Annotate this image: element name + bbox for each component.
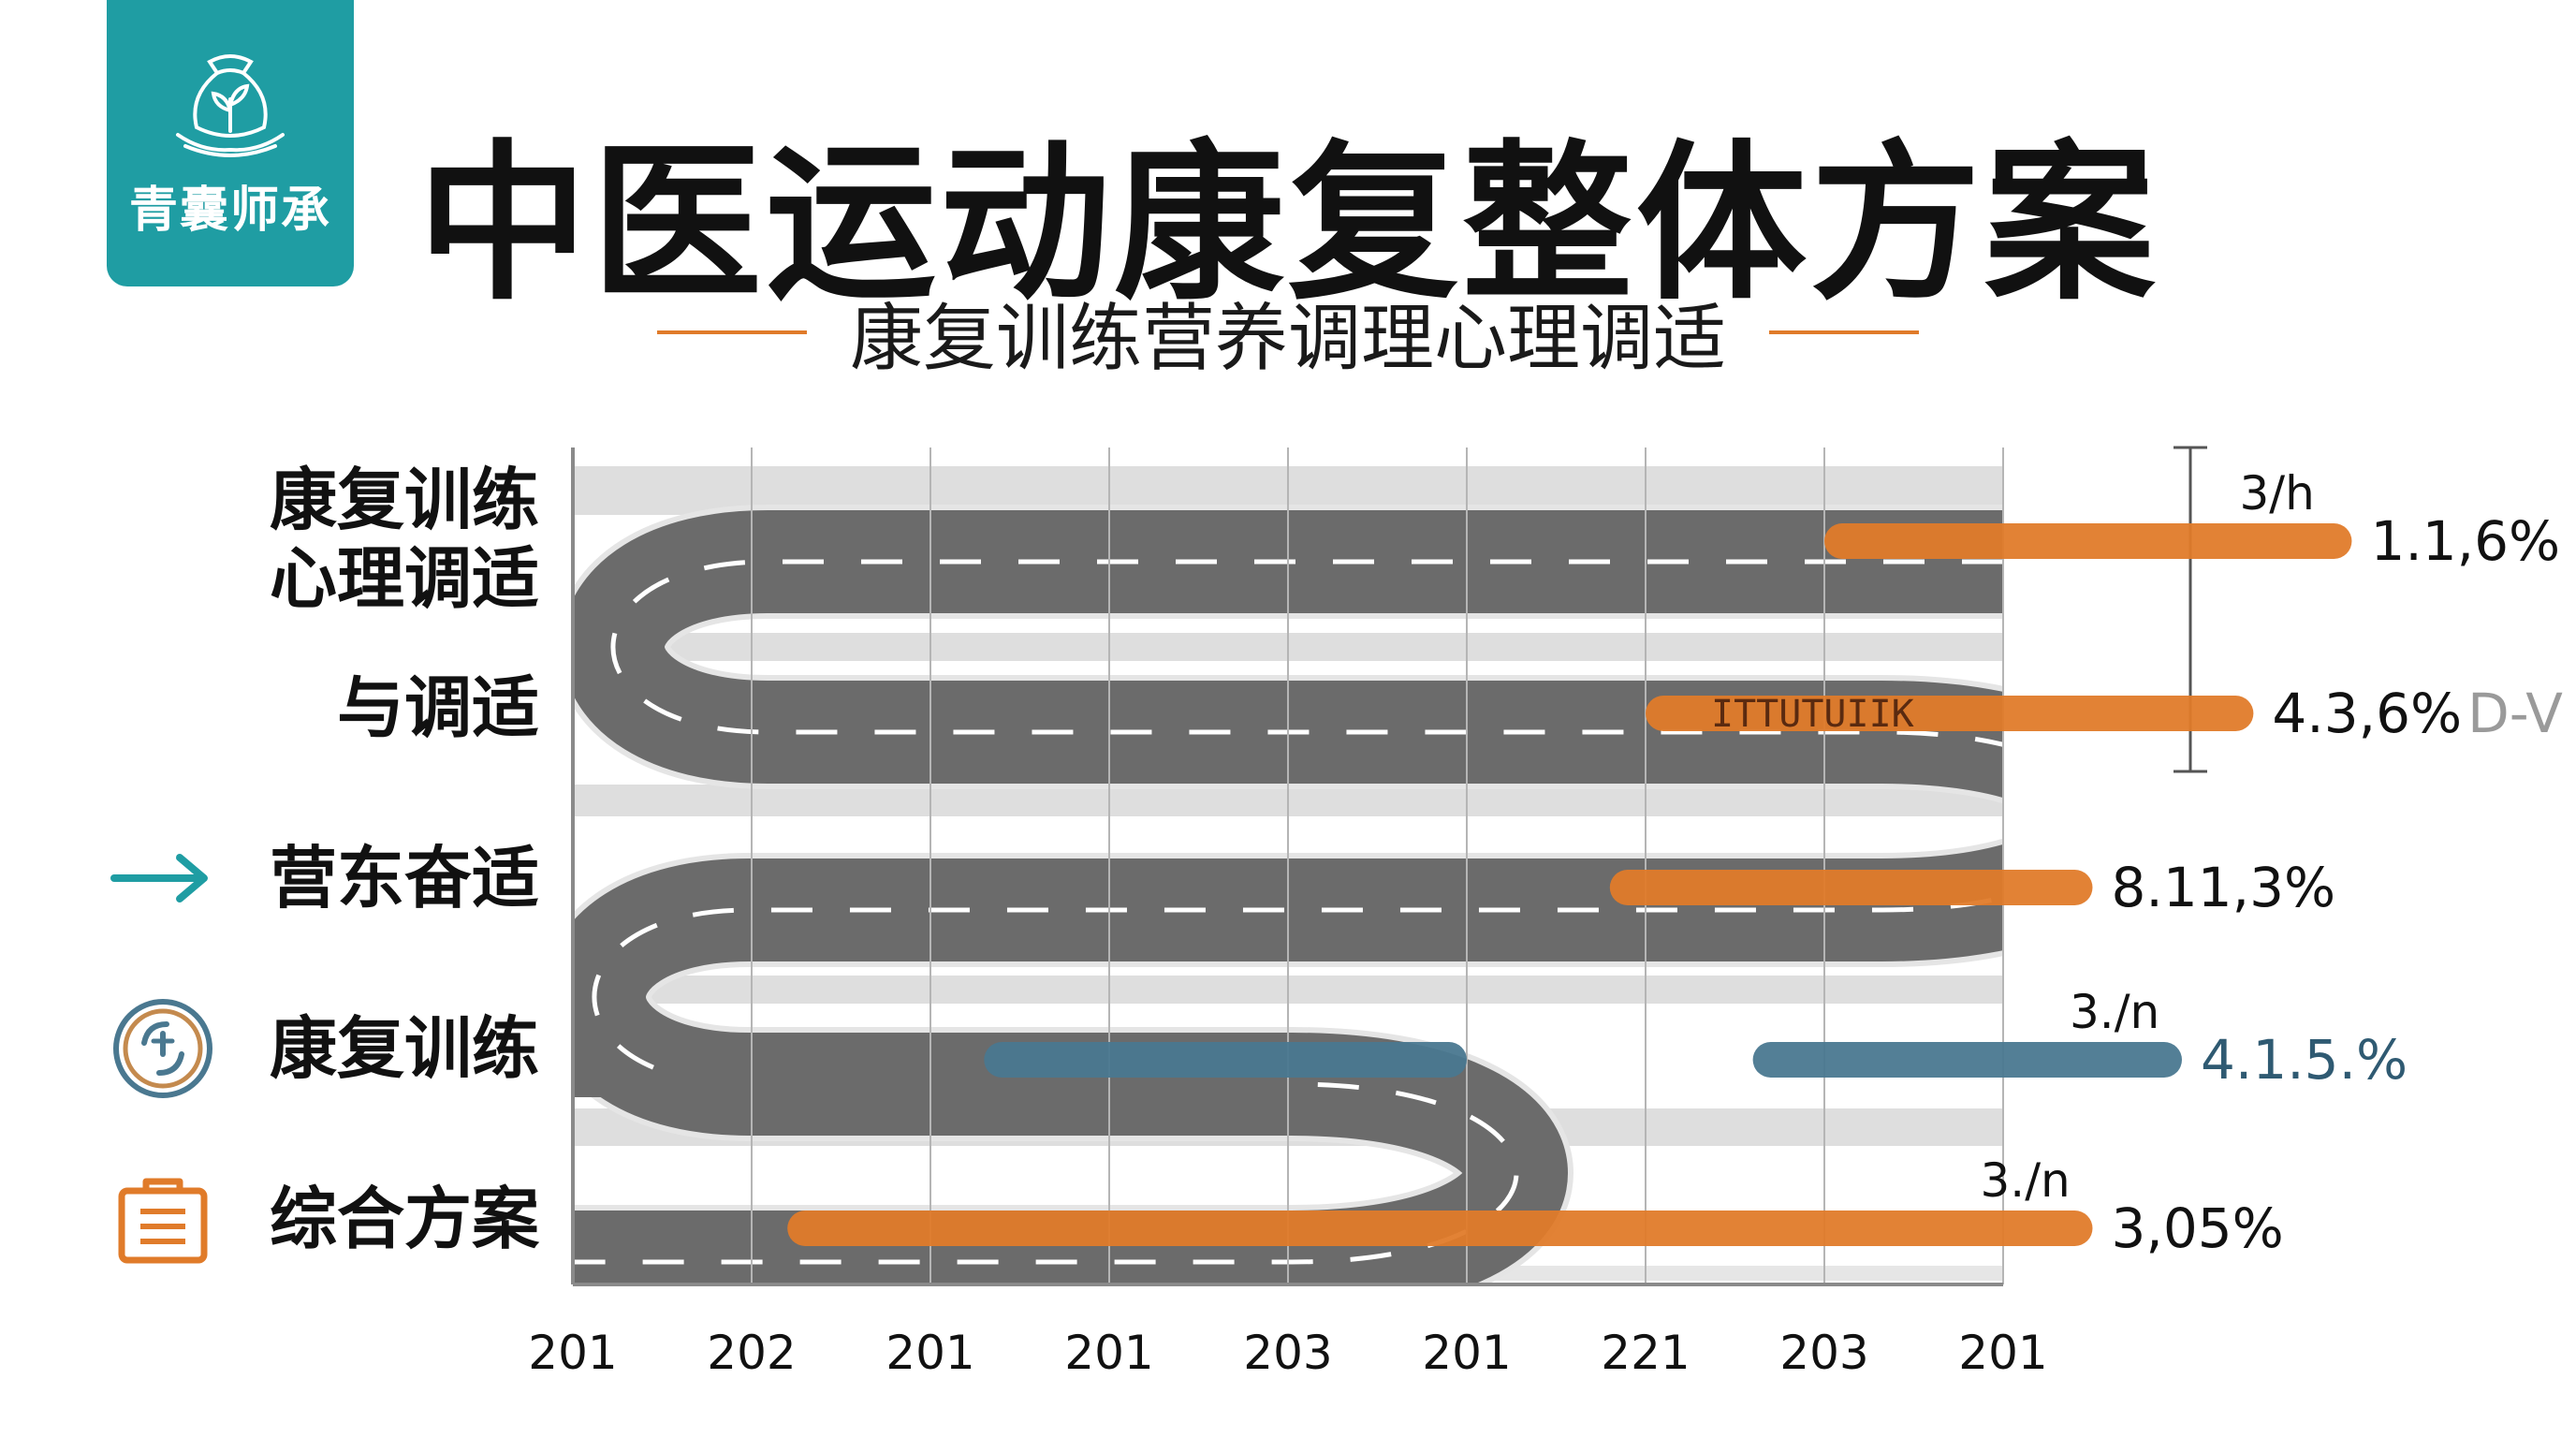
row-label-2-line-1: 营东奋适 — [269, 839, 539, 917]
bar-inner-text-1: ITTUTUIIK — [1711, 693, 1914, 736]
bar-tag-4: 3./n — [2070, 985, 2159, 1039]
bar-5 — [787, 1211, 2093, 1246]
row-label-1-line-1: 与调适 — [336, 668, 539, 747]
row-label-0: 康复训练 心理调适 — [234, 461, 539, 618]
chart-bar-labels: 1.1,6% 3/h 4.3,6% D-V ITTUTUIIK 8.11,3% 4.1.5.… — [1711, 466, 2563, 1260]
bar-value-suffix-1: D-V — [2467, 682, 2563, 745]
winding-road — [573, 505, 2003, 1283]
briefcase-icon — [118, 1178, 208, 1264]
bar-tag-0: 3/h — [2239, 466, 2314, 521]
row-label-2: 营东奋适 — [234, 839, 539, 917]
row-label-4: 综合方案 — [234, 1180, 539, 1258]
chart-bars — [787, 523, 2352, 1246]
x-tick-label-2: 201 — [886, 1326, 974, 1380]
bar-value-label-0: 1.1,6% — [2370, 509, 2560, 573]
row-label-0-line-1: 康复训练 — [269, 461, 539, 539]
page-title: 中医运动康复整体方案 — [417, 125, 2159, 323]
x-tick-label-1: 202 — [707, 1326, 796, 1380]
bar-3 — [984, 1042, 1467, 1078]
bar-tag-5: 3./n — [1981, 1153, 2071, 1208]
row-label-1: 与调适 — [234, 668, 539, 747]
bar-value-label-4: 4.1.5.% — [2201, 1028, 2408, 1092]
x-tick-labels: 201 202 201 201 203 201 221 203 201 — [528, 1326, 2047, 1380]
row-label-4-line-1: 综合方案 — [269, 1180, 539, 1258]
page-subtitle: 康复训练营养调理心理调适 — [849, 297, 1726, 381]
x-tick-label-7: 203 — [1779, 1326, 1868, 1380]
x-tick-label-8: 201 — [1958, 1326, 2047, 1380]
chart-gridlines — [751, 448, 2004, 1284]
bar-1 — [1646, 696, 2254, 731]
bar-4 — [1752, 1042, 2182, 1078]
road-centerline — [573, 559, 2003, 1265]
row-label-3-line-1: 康复训练 — [269, 1009, 539, 1088]
brand-name: 青囊师承 — [128, 182, 331, 239]
x-tick-label-6: 221 — [1601, 1326, 1690, 1380]
bar-value-label-2: 8.11,3% — [2112, 856, 2336, 919]
x-tick-label-0: 201 — [528, 1326, 617, 1380]
subtitle-rule-left — [656, 330, 807, 334]
herb-pouch-icon — [176, 54, 285, 157]
bar-value-label-1: 4.3,6% D-V — [2272, 682, 2563, 745]
subtitle-rule-right — [1769, 330, 1919, 334]
bar-value-label-5: 3,05% — [2112, 1196, 2284, 1260]
subtitle-row: 康复训练营养调理心理调适 — [0, 281, 2576, 384]
arrow-right-icon — [110, 854, 208, 902]
x-tick-label-3: 201 — [1064, 1326, 1153, 1380]
bar-0 — [1824, 523, 2352, 559]
row-label-3: 康复训练 — [234, 1009, 539, 1088]
brand-logo: 青囊师承 — [107, 0, 354, 286]
x-tick-label-5: 201 — [1422, 1326, 1511, 1380]
cycle-badge-icon — [113, 999, 212, 1098]
row-label-0-line-2: 心理调适 — [269, 539, 539, 618]
bar-2 — [1609, 870, 2093, 905]
x-tick-label-4: 203 — [1243, 1326, 1332, 1380]
